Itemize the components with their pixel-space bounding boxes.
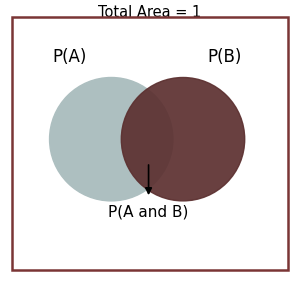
Circle shape (50, 77, 173, 201)
Text: P(A): P(A) (52, 49, 87, 66)
Text: P(A and B): P(A and B) (108, 205, 189, 220)
Circle shape (121, 77, 245, 201)
Text: Total Area = 1: Total Area = 1 (98, 5, 202, 20)
Text: P(B): P(B) (207, 49, 242, 66)
